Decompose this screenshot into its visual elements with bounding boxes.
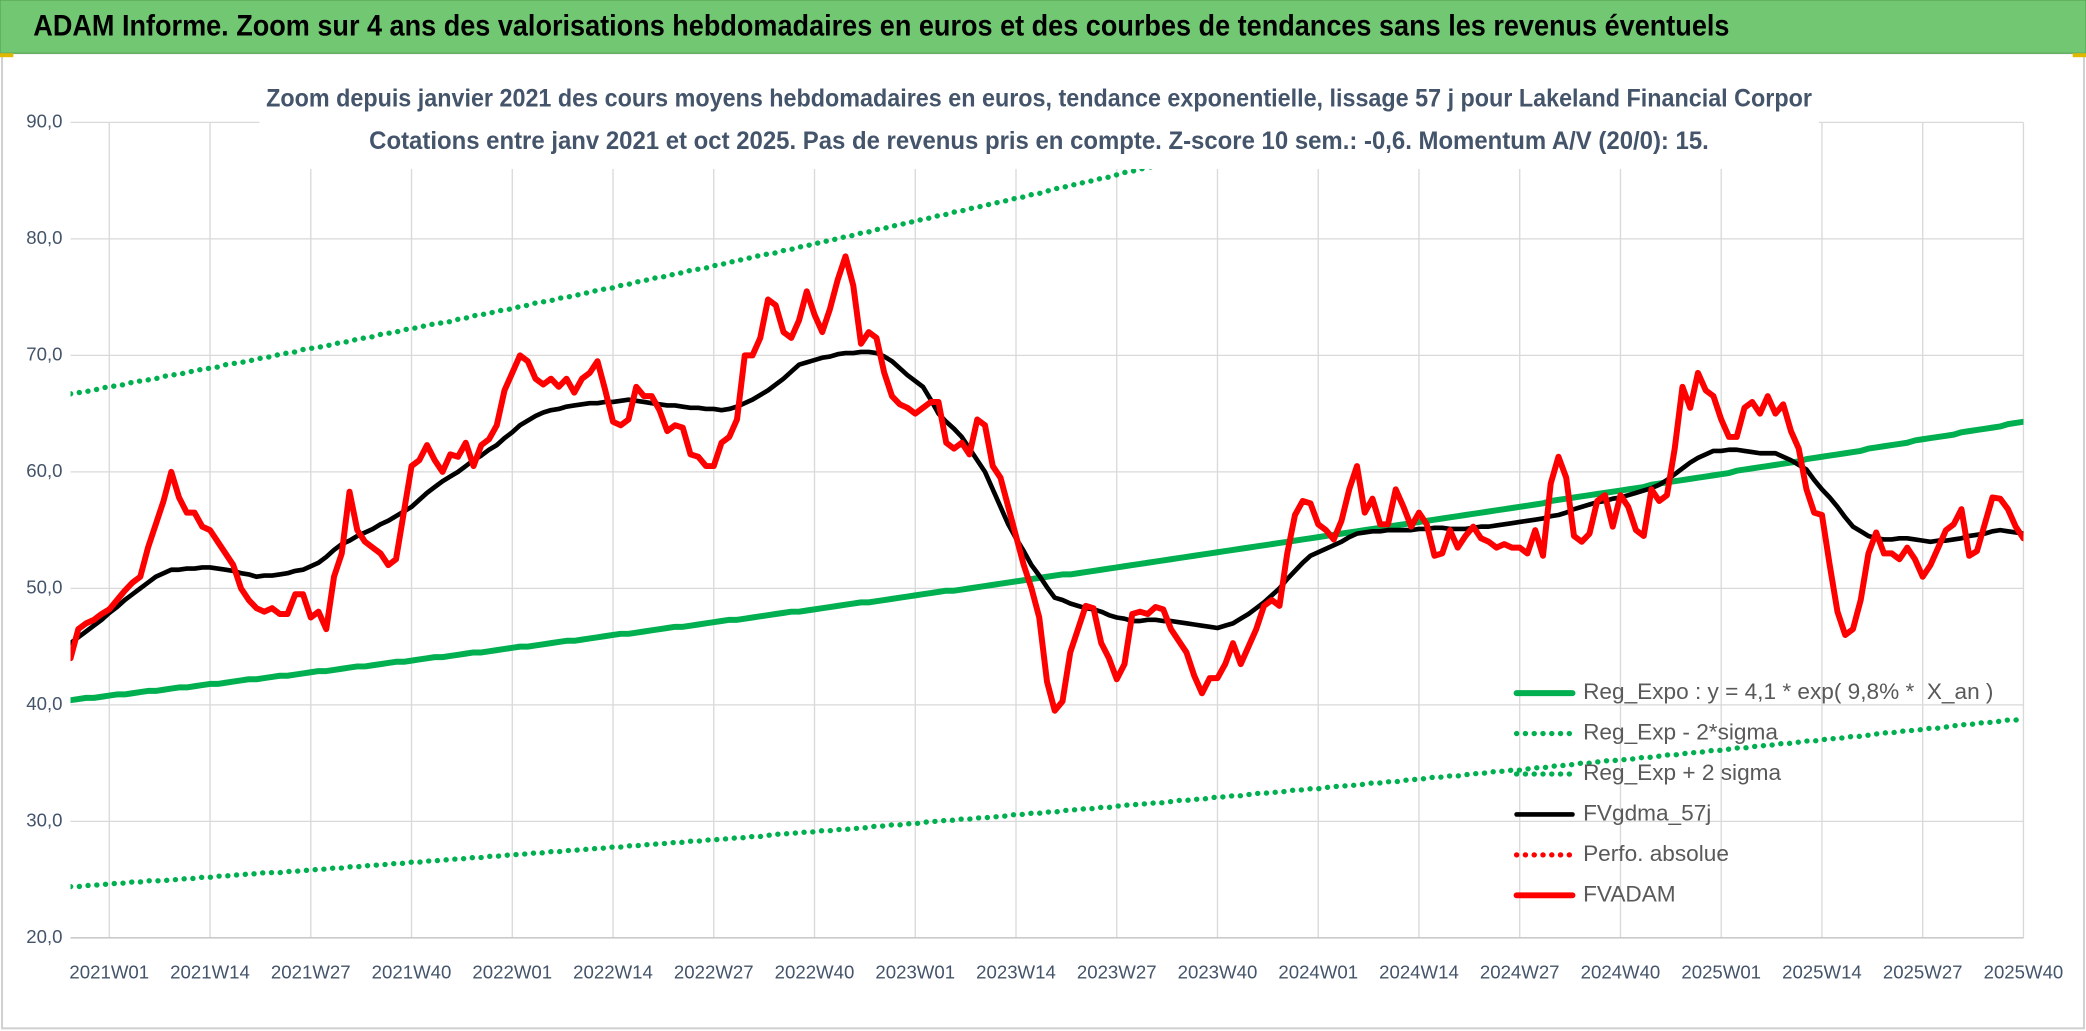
x-tick-label: 2022W01 bbox=[472, 962, 552, 983]
y-tick-label: 20,0 bbox=[26, 926, 62, 947]
x-tick-label: 2022W27 bbox=[674, 962, 754, 983]
header-band bbox=[0, 0, 2086, 54]
corner-mark bbox=[0, 53, 14, 58]
x-tick-label: 2023W14 bbox=[976, 962, 1056, 983]
y-tick-label: 90,0 bbox=[26, 110, 62, 131]
y-tick-label: 40,0 bbox=[26, 693, 62, 714]
header-title: ADAM Informe. Zoom sur 4 ans des valoris… bbox=[33, 11, 1729, 43]
grid: 20,0 30,0 40,0 50,0 60,0 70,0 80,0 90,0 2021W01 2… bbox=[26, 110, 2063, 982]
x-tick-label: 2024W14 bbox=[1379, 962, 1459, 983]
x-tick-label: 2023W40 bbox=[1178, 962, 1258, 983]
y-tick-label: 70,0 bbox=[26, 343, 62, 364]
series-layer bbox=[70, 122, 2024, 890]
x-tick-label: 2021W14 bbox=[170, 962, 250, 983]
legend: Reg_Expo : y = 4,1 * exp( 9,8% * X_an ) R… bbox=[1513, 679, 1993, 906]
series-line bbox=[70, 253, 2024, 714]
legend-label: FVADAM bbox=[1583, 881, 1676, 906]
legend-label: Reg_Expo : y = 4,1 * exp( 9,8% * X_an ) bbox=[1583, 679, 1993, 704]
subtitle-line: Zoom depuis janvier 2021 des cours moyen… bbox=[266, 84, 1812, 112]
x-tick-label: 2023W01 bbox=[875, 962, 955, 983]
corner-mark bbox=[2072, 53, 2086, 58]
x-tick-label: 2021W01 bbox=[69, 962, 149, 983]
x-tick-label: 2022W40 bbox=[775, 962, 855, 983]
x-tick-label: 2024W01 bbox=[1278, 962, 1358, 983]
x-tick-label: 2021W40 bbox=[372, 962, 452, 983]
y-tick-label: 80,0 bbox=[26, 227, 62, 248]
x-tick-label: 2025W14 bbox=[1782, 962, 1862, 983]
x-tick-label: 2024W40 bbox=[1581, 962, 1661, 983]
x-tick-label: 2021W27 bbox=[271, 962, 351, 983]
series-line bbox=[70, 418, 2024, 704]
x-tick-label: 2024W27 bbox=[1480, 962, 1560, 983]
legend-label: FVgdma_57j bbox=[1583, 800, 1711, 825]
legend-label: Perfo. absolue bbox=[1583, 841, 1729, 866]
y-tick-label: 50,0 bbox=[26, 576, 62, 597]
subtitle-box bbox=[259, 77, 1819, 169]
legend-label: Reg_Exp - 2*sigma bbox=[1583, 720, 1778, 745]
x-tick-label: 2025W01 bbox=[1681, 962, 1761, 983]
x-tick-label: 2025W40 bbox=[1984, 962, 2064, 983]
x-tick-label: 2023W27 bbox=[1077, 962, 1157, 983]
y-tick-label: 60,0 bbox=[26, 460, 62, 481]
series-line bbox=[70, 716, 2024, 890]
series-line bbox=[70, 122, 1343, 397]
x-tick-label: 2025W27 bbox=[1883, 962, 1963, 983]
y-tick-label: 30,0 bbox=[26, 809, 62, 830]
subtitle-line: Cotations entre janv 2021 et oct 2025. P… bbox=[369, 127, 1709, 155]
series-line bbox=[70, 349, 2024, 646]
x-tick-label: 2022W14 bbox=[573, 962, 653, 983]
legend-label: Reg_Exp + 2 sigma bbox=[1583, 760, 1781, 785]
